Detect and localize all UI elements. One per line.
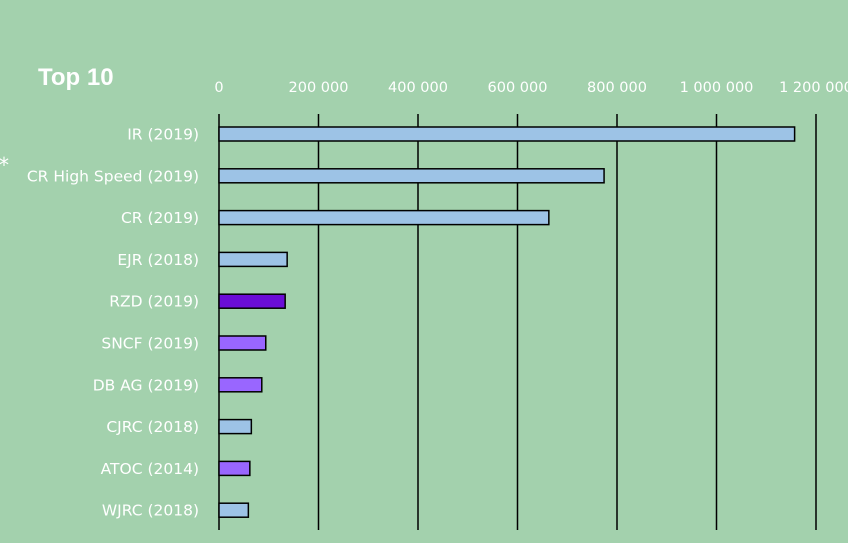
bar <box>218 460 251 477</box>
bar <box>218 168 605 184</box>
bar <box>218 377 263 393</box>
bar <box>218 418 253 435</box>
category-label: SNCF (2019) <box>101 335 199 353</box>
chart-title: Top 10 <box>38 64 114 91</box>
bar <box>218 335 267 351</box>
x-tick-label: 800 000 <box>587 80 647 96</box>
bars <box>218 126 796 518</box>
x-tick-label: 200 000 <box>289 80 349 96</box>
bar <box>218 293 286 309</box>
bar <box>218 126 796 142</box>
x-tick-label: 1 200 000 <box>779 80 848 96</box>
x-axis-tick-labels: 0 200 000 400 000 600 000 800 000 1 000 000 1 … <box>214 80 848 96</box>
category-label: CR High Speed (2019) <box>27 167 199 185</box>
category-label: CJRC (2018) <box>106 418 199 436</box>
category-label: IR (2019) <box>127 126 199 144</box>
category-label: RZD (2019) <box>109 293 199 311</box>
category-label: EJR (2018) <box>117 251 199 269</box>
category-labels: IR (2019) CR High Speed (2019) CR (2019) EJ… <box>27 126 199 520</box>
category-label: WJRC (2018) <box>102 502 199 520</box>
bar <box>218 209 550 226</box>
x-tick-label: 0 <box>214 80 223 96</box>
bar <box>218 502 250 518</box>
bar <box>218 251 288 268</box>
x-tick-label: 400 000 <box>388 80 448 96</box>
category-label: DB AG (2019) <box>93 376 199 394</box>
x-tick-label: 600 000 <box>488 80 548 96</box>
x-tick-label: 1 000 000 <box>680 80 754 96</box>
category-label: CR (2019) <box>121 209 199 227</box>
category-label: ATOC (2014) <box>101 460 199 478</box>
annotation-marker: * <box>0 153 9 177</box>
